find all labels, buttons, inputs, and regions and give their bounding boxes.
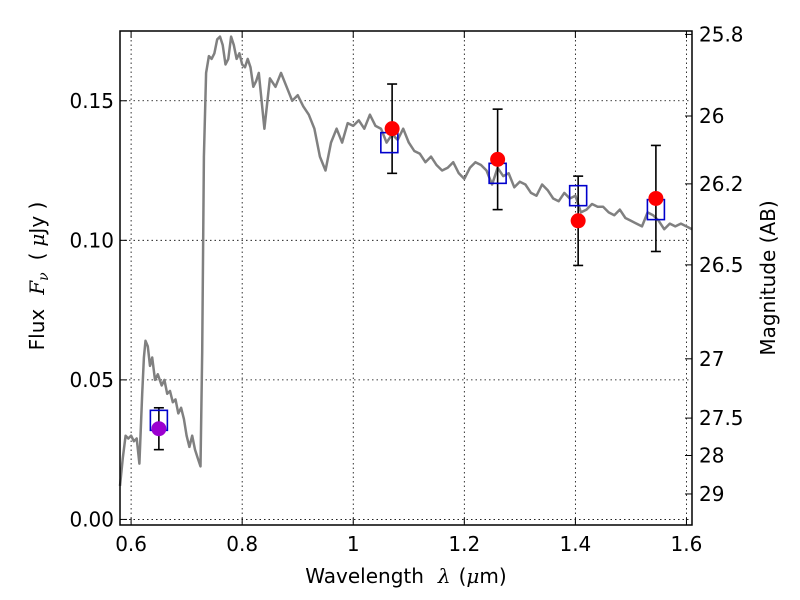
y2-tick-label: 25.8	[699, 22, 744, 46]
x-tick-label: 1	[347, 532, 360, 556]
y2-tick-label: 27	[699, 347, 724, 371]
y2-tick-label: 26	[699, 104, 724, 128]
observed-point-marker	[384, 121, 400, 137]
sed-model-layer	[118, 35, 693, 487]
y2-tick-label: 26.2	[699, 172, 744, 196]
optical-point-marker	[151, 421, 167, 437]
x-tick-label: 0.6	[115, 532, 147, 556]
y-axis-label: FluxFν(μJy )	[25, 202, 52, 351]
observed-point-marker	[570, 213, 586, 229]
model-photometry-boxes	[149, 131, 666, 432]
y2-tick-label: 28	[699, 443, 724, 467]
x-tick-label: 0.8	[226, 532, 258, 556]
y2-tick-label: 26.5	[699, 253, 744, 277]
axis-ticks: 0.6 0.8 1 1.2 1.4 1.6 0.00 0.05 0.10 0.15 25.8 26 26…	[69, 22, 743, 556]
plot-frame	[119, 30, 693, 526]
x-tick-label: 1.2	[448, 532, 480, 556]
sed-model-line	[118, 35, 693, 487]
observed-points	[151, 121, 664, 437]
y2-tick-label: 29	[699, 482, 724, 506]
x-tick-label: 1.4	[559, 532, 591, 556]
y-tick-label: 0.15	[69, 89, 114, 113]
observed-point-marker	[490, 151, 506, 167]
y-tick-label: 0.10	[69, 228, 114, 252]
y-tick-label: 0.05	[69, 368, 114, 392]
grid	[120, 31, 692, 525]
model-box-marker	[568, 184, 588, 207]
x-axis-label: Wavelength λ (μm)	[305, 564, 506, 588]
y2-tick-label: 27.5	[699, 406, 744, 430]
x-tick-label: 1.6	[671, 532, 703, 556]
observed-point-marker	[648, 190, 664, 206]
y-tick-label: 0.00	[69, 507, 114, 531]
y2-axis-label: Magnitude (AB)	[756, 200, 780, 355]
